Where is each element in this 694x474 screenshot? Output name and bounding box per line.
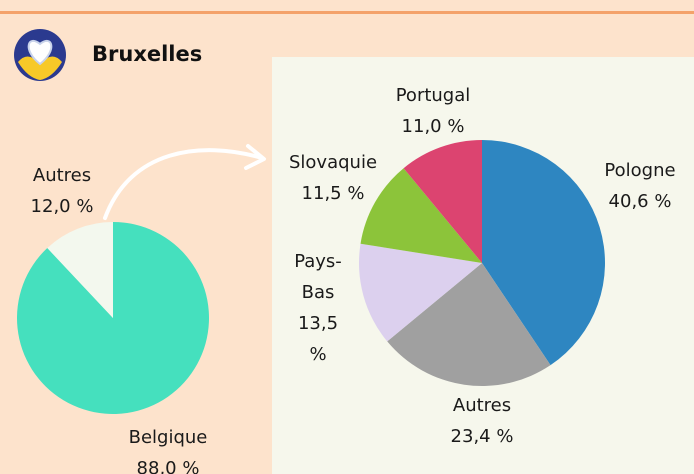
slice-label: Pologne 40,6 % <box>580 155 694 217</box>
value-label: 11,5 % <box>301 183 365 204</box>
pie-slice <box>47 222 113 318</box>
category-label: Autres <box>32 165 92 186</box>
slice-label: Portugal 11,0 % <box>373 80 493 142</box>
top-rule <box>0 11 694 14</box>
pie-slice <box>482 140 605 366</box>
category-label: Pologne <box>604 160 676 181</box>
value-label: 88,0 % <box>136 458 200 474</box>
value-label: 12,0 % <box>30 196 94 217</box>
connector-arrow <box>103 144 266 220</box>
slice-label: Autres 12,0 % <box>17 160 107 222</box>
pie-slice <box>359 243 482 342</box>
slice-label: Belgique 88,0 % <box>123 422 213 474</box>
value-label: 23,4 % <box>450 426 514 447</box>
pie-slice <box>403 140 482 263</box>
value-label: 40,6 % <box>608 191 672 212</box>
slice-label: Autres 23,4 % <box>422 390 542 452</box>
category-label: Belgique <box>128 427 208 448</box>
value-label: 13,5 % <box>297 313 339 365</box>
slice-label: Slovaquie 11,5 % <box>273 147 393 209</box>
logo <box>14 29 66 81</box>
category-label: Pays-Bas <box>294 251 342 303</box>
title: Bruxelles <box>92 42 203 66</box>
category-label: Portugal <box>395 85 471 106</box>
slice-label: Pays-Bas 13,5 % <box>288 246 348 370</box>
pie-slice <box>387 263 551 387</box>
value-label: 11,0 % <box>401 116 465 137</box>
pie-slice <box>360 168 482 263</box>
category-label: Autres <box>452 395 512 416</box>
category-label: Slovaquie <box>288 152 378 173</box>
